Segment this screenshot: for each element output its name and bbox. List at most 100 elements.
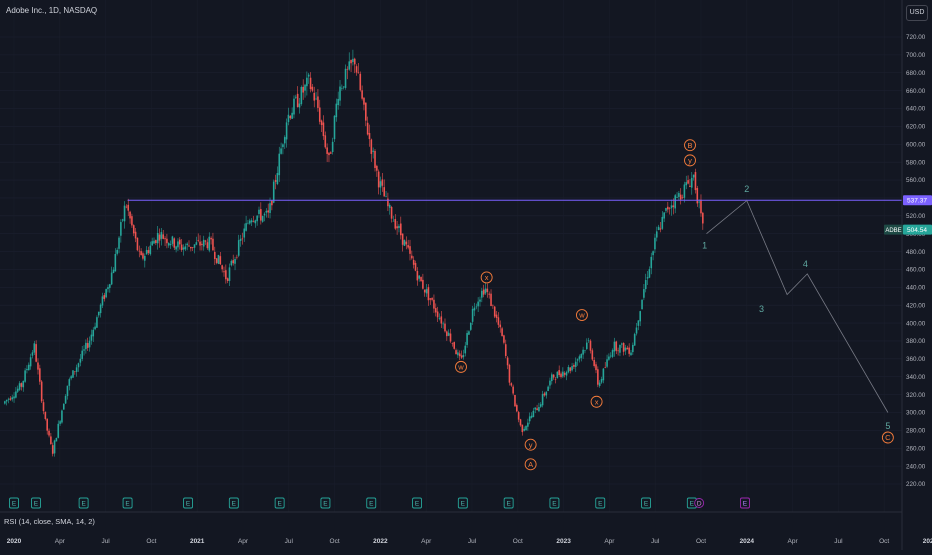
- y-tick-label: 700.00: [906, 52, 926, 59]
- candle: [96, 315, 98, 328]
- candle: [670, 199, 673, 216]
- x-axis-ticks: 2020 Apr Jul Oct 2021 Apr Jul Oct 2022 Apr Jul Oct 2…: [7, 538, 932, 545]
- candle: [661, 211, 664, 230]
- candle: [536, 404, 538, 411]
- candle: [506, 356, 509, 370]
- candle: [440, 310, 443, 329]
- last-price-tag: ADBE 504.54: [884, 224, 932, 235]
- wave-label-w[interactable]: w: [455, 360, 467, 373]
- candle: [339, 80, 341, 106]
- candle: [438, 313, 441, 321]
- candle: [416, 267, 419, 286]
- candle: [39, 364, 41, 385]
- rsi-indicator-label[interactable]: RSI (14, close, SMA, 14, 2): [4, 517, 95, 526]
- y-tick-label: 480.00: [906, 249, 926, 256]
- candle: [241, 232, 244, 245]
- candle: [291, 107, 293, 119]
- wave-label-1[interactable]: 1: [702, 240, 707, 250]
- svg-text:2: 2: [744, 184, 749, 194]
- candle: [512, 384, 514, 396]
- svg-text:E: E: [369, 501, 374, 508]
- currency-button[interactable]: USD: [906, 5, 928, 21]
- earnings-marker[interactable]: E: [740, 497, 750, 509]
- wave-label-3[interactable]: 3: [759, 304, 764, 314]
- y-tick-label: 380.00: [906, 338, 926, 345]
- earnings-marker[interactable]: E: [320, 497, 331, 509]
- earnings-marker[interactable]: D: [694, 498, 705, 508]
- earnings-marker[interactable]: E: [412, 497, 422, 509]
- candle: [271, 199, 273, 211]
- candle: [352, 49, 354, 66]
- candle: [700, 194, 702, 217]
- candle: [94, 322, 96, 331]
- candle: [167, 242, 170, 248]
- wave-label-5[interactable]: 5: [885, 421, 890, 431]
- symbol-title[interactable]: Adobe Inc., 1D, NASDAQ: [6, 6, 98, 15]
- candle: [114, 248, 117, 272]
- candle: [267, 203, 269, 218]
- wave-label-a[interactable]: A: [524, 458, 537, 471]
- earnings-marker[interactable]: E: [78, 497, 89, 509]
- wave-projection-line[interactable]: [706, 199, 889, 413]
- candle: [702, 211, 704, 230]
- candle: [85, 339, 87, 354]
- y-tick-label: 420.00: [906, 302, 926, 309]
- candle: [464, 341, 467, 357]
- candle: [482, 284, 485, 298]
- x-tick-label: Oct: [879, 538, 889, 545]
- svg-text:E: E: [323, 501, 328, 508]
- candle: [195, 236, 198, 246]
- candle: [399, 216, 402, 240]
- candle: [9, 396, 12, 401]
- candle: [184, 243, 187, 251]
- candle: [451, 342, 454, 347]
- wave-label-b[interactable]: B: [684, 139, 696, 152]
- candle: [558, 365, 560, 377]
- wave-label-c[interactable]: C: [881, 431, 894, 444]
- candle: [306, 71, 308, 96]
- candle: [683, 181, 686, 203]
- earnings-marker[interactable]: E: [366, 497, 377, 509]
- earnings-marker[interactable]: E: [503, 497, 514, 509]
- earnings-marker[interactable]: E: [122, 497, 133, 509]
- resistance-price-label: 537.37: [907, 198, 927, 205]
- earnings-marker[interactable]: E: [457, 497, 468, 509]
- candle: [156, 226, 159, 250]
- candle: [468, 330, 470, 335]
- earnings-marker[interactable]: E: [228, 497, 239, 509]
- wave-label-w[interactable]: w: [575, 309, 588, 321]
- wave-label-y[interactable]: y: [524, 438, 537, 451]
- candle: [188, 240, 190, 247]
- earnings-marker[interactable]: E: [31, 497, 41, 509]
- earnings-marker[interactable]: E: [9, 497, 19, 509]
- earnings-marker[interactable]: E: [595, 497, 606, 509]
- candle: [313, 86, 316, 108]
- wave-label-x[interactable]: x: [480, 271, 493, 284]
- candle: [655, 226, 658, 242]
- candle: [7, 397, 10, 404]
- svg-text:x: x: [595, 397, 599, 406]
- wave-label-2[interactable]: 2: [744, 184, 749, 194]
- svg-text:w: w: [578, 311, 585, 320]
- wave-label-x[interactable]: x: [590, 395, 603, 408]
- candle: [538, 402, 540, 412]
- candle: [57, 420, 60, 439]
- candle: [110, 266, 113, 286]
- candle: [696, 185, 699, 207]
- candle: [123, 201, 126, 229]
- earnings-marker[interactable]: E: [549, 497, 560, 509]
- y-axis-panel[interactable]: [902, 0, 932, 550]
- wave-label-4[interactable]: 4: [803, 259, 808, 269]
- candle: [633, 332, 636, 346]
- earnings-marker[interactable]: E: [183, 497, 193, 509]
- candle: [50, 433, 52, 445]
- candle: [22, 380, 25, 392]
- candle: [166, 233, 168, 249]
- candle: [245, 215, 247, 232]
- wave-label-y[interactable]: y: [684, 154, 696, 167]
- earnings-marker[interactable]: E: [274, 497, 285, 509]
- x-tick-label: Oct: [330, 538, 340, 545]
- candle: [510, 382, 513, 387]
- earnings-marker[interactable]: E: [641, 497, 651, 509]
